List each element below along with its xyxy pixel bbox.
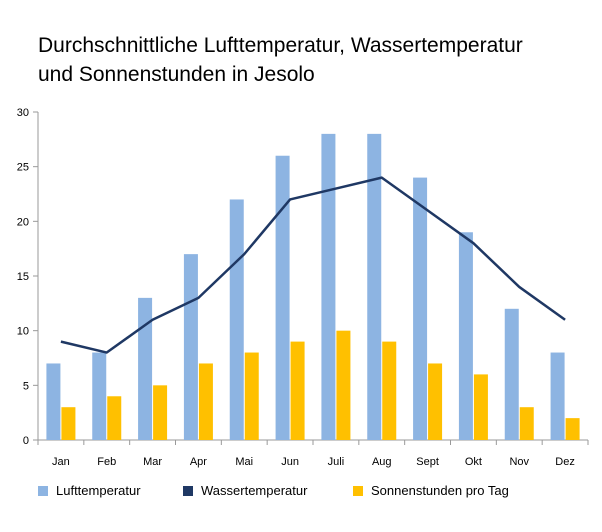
bar-sonnenstunden-pro-tag: [473, 374, 488, 440]
bar-sonnenstunden-pro-tag: [565, 418, 580, 440]
x-tick-label: Okt: [465, 456, 482, 468]
bar-sonnenstunden-pro-tag: [382, 341, 397, 440]
y-tick-label: 0: [23, 435, 29, 447]
legend-item-wassertemperatur: Wassertemperatur: [183, 483, 307, 498]
bar-lufttemperatur: [458, 232, 473, 440]
x-tick-label: Aug: [372, 456, 392, 468]
bar-sonnenstunden-pro-tag: [153, 385, 168, 440]
bar-sonnenstunden-pro-tag: [107, 396, 122, 440]
legend-item-lufttemperatur: Lufttemperatur: [38, 483, 141, 498]
y-tick-label: 10: [17, 326, 29, 338]
legend-label-lufttemperatur: Lufttemperatur: [56, 483, 141, 498]
bar-lufttemperatur: [321, 133, 336, 440]
bar-sonnenstunden-pro-tag: [290, 341, 305, 440]
y-tick-label: 25: [17, 162, 29, 174]
y-tick-label: 5: [23, 380, 29, 392]
bar-sonnenstunden-pro-tag: [428, 363, 443, 440]
bar-lufttemperatur: [413, 177, 428, 440]
bar-lufttemperatur: [367, 133, 382, 440]
x-tick-label: Feb: [97, 456, 116, 468]
legend-swatch-wassertemperatur: [183, 485, 193, 496]
legend-label-sonnenstunden: Sonnenstunden pro Tag: [371, 483, 509, 498]
bar-sonnenstunden-pro-tag: [61, 407, 76, 440]
chart-title-line-1: Durchschnittliche Lufttemperatur, Wasser…: [38, 34, 523, 57]
bar-lufttemperatur: [229, 199, 244, 440]
x-tick-label: Jun: [281, 456, 299, 468]
x-tick-label: Dez: [555, 456, 575, 468]
legend-item-sonnenstunden: Sonnenstunden pro Tag: [353, 483, 509, 498]
bar-sonnenstunden-pro-tag: [198, 363, 213, 440]
bar-lufttemperatur: [138, 297, 153, 440]
x-tick-label: Apr: [190, 456, 207, 468]
y-axis: 0 5 10 15 20 25 30: [17, 107, 39, 447]
y-tick-label: 20: [17, 216, 29, 228]
line-wassertemperatur: [60, 176, 566, 354]
bar-lufttemperatur: [46, 363, 61, 440]
chart-title: Durchschnittliche Lufttemperatur, Wasser…: [38, 31, 598, 89]
legend-label-wassertemperatur: Wassertemperatur: [201, 483, 308, 498]
line-series: [60, 176, 566, 354]
bar-lufttemperatur: [275, 155, 290, 440]
x-tick-label: Mar: [143, 456, 162, 468]
bar-lufttemperatur: [183, 254, 198, 440]
bars: [46, 133, 580, 440]
legend: Lufttemperatur Wassertemperatur Sonnenst…: [0, 483, 602, 503]
x-axis: Jan Feb Mar Apr Mai Jun Juli Aug Sept Okt Nov Dez: [37, 439, 589, 468]
y-tick-label: 15: [17, 271, 29, 283]
bar-sonnenstunden-pro-tag: [519, 407, 534, 440]
x-tick-label: Nov: [509, 456, 529, 468]
x-tick-label: Juli: [328, 456, 345, 468]
bar-sonnenstunden-pro-tag: [336, 330, 351, 440]
y-tick-label: 30: [17, 107, 29, 119]
legend-swatch-sonnenstunden: [353, 485, 363, 496]
chart-title-line-2: und Sonnenstunden in Jesolo: [38, 63, 315, 86]
bar-lufttemperatur: [92, 352, 107, 440]
x-tick-label: Sept: [416, 456, 439, 468]
x-tick-label: Mai: [235, 456, 253, 468]
bar-lufttemperatur: [550, 352, 565, 440]
bar-lufttemperatur: [504, 308, 519, 440]
bar-sonnenstunden-pro-tag: [244, 352, 259, 440]
x-tick-label: Jan: [52, 456, 70, 468]
legend-swatch-lufttemperatur: [38, 485, 48, 496]
